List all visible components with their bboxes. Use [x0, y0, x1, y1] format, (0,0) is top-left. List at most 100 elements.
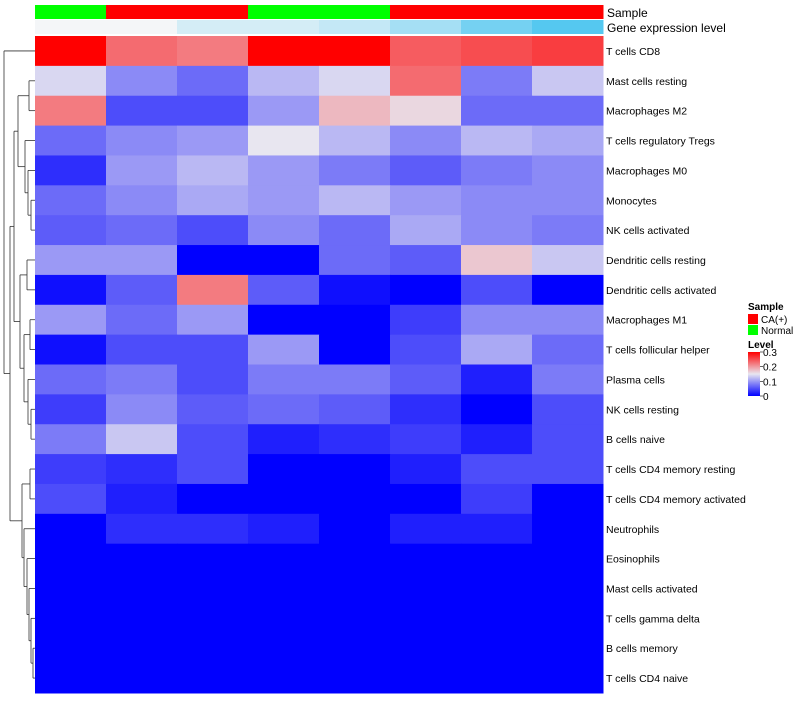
heatmap-cell — [248, 483, 320, 515]
heatmap-cell — [319, 65, 391, 97]
legend-item-label: CA(+) — [761, 315, 787, 326]
heatmap-cell — [532, 424, 604, 455]
legend-title-level: Level — [748, 340, 774, 351]
heatmap-cell — [248, 95, 320, 127]
heatmap-cell — [461, 543, 533, 575]
heatmap-cell — [248, 424, 320, 455]
heatmap-cell — [390, 513, 462, 545]
heatmap-cell — [35, 215, 107, 246]
heatmap-cell — [461, 36, 533, 67]
row-label: Mast cells resting — [606, 76, 687, 88]
heatmap-cell — [35, 304, 107, 336]
row-label: Macrophages M0 — [606, 165, 687, 177]
annotation-cell — [390, 5, 462, 19]
heatmap-cell — [319, 483, 391, 515]
heatmap-cell — [177, 36, 249, 67]
heatmap-cell — [461, 334, 533, 365]
heatmap-cell — [390, 36, 462, 67]
heatmap-cell — [532, 155, 604, 186]
heatmap-cell — [532, 663, 604, 694]
row-label: Plasma cells — [606, 374, 665, 386]
heatmap-cell — [461, 454, 533, 485]
heatmap-cell — [35, 185, 107, 216]
row-label: Macrophages M2 — [606, 106, 687, 118]
heatmap-cell — [35, 274, 107, 306]
heatmap-cell — [390, 185, 462, 216]
heatmap-cell — [177, 394, 249, 425]
heatmap-cell — [390, 215, 462, 246]
heatmap-cell — [35, 394, 107, 425]
heatmap-cell — [390, 663, 462, 694]
heatmap-cell — [35, 334, 107, 365]
heatmap-cell — [177, 245, 249, 276]
heatmap-cell — [461, 65, 533, 97]
heatmap-cell — [106, 543, 178, 575]
row-label: NK cells resting — [606, 404, 679, 416]
level-colorbar — [748, 352, 760, 396]
row-label: Dendritic cells activated — [606, 285, 716, 297]
heatmap-cell — [35, 155, 107, 186]
heatmap-cell — [461, 663, 533, 694]
heatmap-cell — [390, 304, 462, 336]
heatmap-cell — [248, 543, 320, 575]
row-label: Dendritic cells resting — [606, 255, 706, 267]
heatmap-cell — [532, 573, 604, 604]
heatmap-cell — [106, 304, 178, 336]
row-label: T cells CD4 naive — [606, 673, 688, 685]
annotation-cell — [532, 5, 604, 19]
heatmap-cell — [319, 274, 391, 306]
heatmap-cell — [177, 155, 249, 186]
heatmap-cell — [461, 215, 533, 246]
heatmap-cell — [248, 245, 320, 276]
heatmap-cell — [35, 125, 107, 156]
row-label: Monocytes — [606, 195, 657, 207]
heatmap-cell — [319, 125, 391, 156]
annotation-cell — [248, 20, 320, 34]
heatmap-cell — [532, 95, 604, 127]
heatmap-cell — [532, 334, 604, 365]
heatmap-cell — [532, 245, 604, 276]
annotation-cell — [177, 20, 249, 34]
row-label: B cells naive — [606, 434, 665, 446]
heatmap-cell — [461, 125, 533, 156]
heatmap-cell — [390, 483, 462, 515]
heatmap-cell — [319, 633, 391, 664]
heatmap-cell — [248, 215, 320, 246]
heatmap-cell — [532, 394, 604, 425]
row-label: Macrophages M1 — [606, 315, 687, 327]
heatmap-cell — [106, 573, 178, 604]
heatmap-cell — [35, 573, 107, 604]
colorbar-tick-label: 0.3 — [763, 348, 777, 359]
heatmap-cell — [532, 304, 604, 336]
heatmap-cell — [390, 334, 462, 365]
annotation-cell — [461, 20, 533, 34]
heatmap-cell — [319, 364, 391, 395]
heatmap-cell — [532, 215, 604, 246]
legend-swatch — [748, 325, 758, 335]
heatmap-cell — [319, 513, 391, 545]
annotation-cell — [35, 20, 107, 34]
heatmap-cell — [248, 364, 320, 395]
heatmap-cell — [319, 663, 391, 694]
heatmap-cell — [248, 663, 320, 694]
heatmap-cell — [35, 483, 107, 515]
heatmap-cell — [35, 245, 107, 276]
row-labels: T cells CD8 Mast cells resting Macrophages… — [606, 46, 746, 685]
heatmap-cell — [390, 155, 462, 186]
heatmap-cell — [177, 663, 249, 694]
heatmap-cell — [248, 65, 320, 97]
heatmap-cell — [248, 36, 320, 67]
heatmap-cell — [461, 304, 533, 336]
annotation-cell — [319, 5, 391, 19]
heatmap-cell — [248, 334, 320, 365]
heatmap-cell — [390, 573, 462, 604]
heatmap-cell — [177, 454, 249, 485]
annotation-cell — [177, 5, 249, 19]
row-label: Mast cells activated — [606, 583, 698, 595]
heatmap-cell — [177, 65, 249, 97]
legend-item-label: Normal — [761, 326, 793, 337]
heatmap-cell — [319, 543, 391, 575]
